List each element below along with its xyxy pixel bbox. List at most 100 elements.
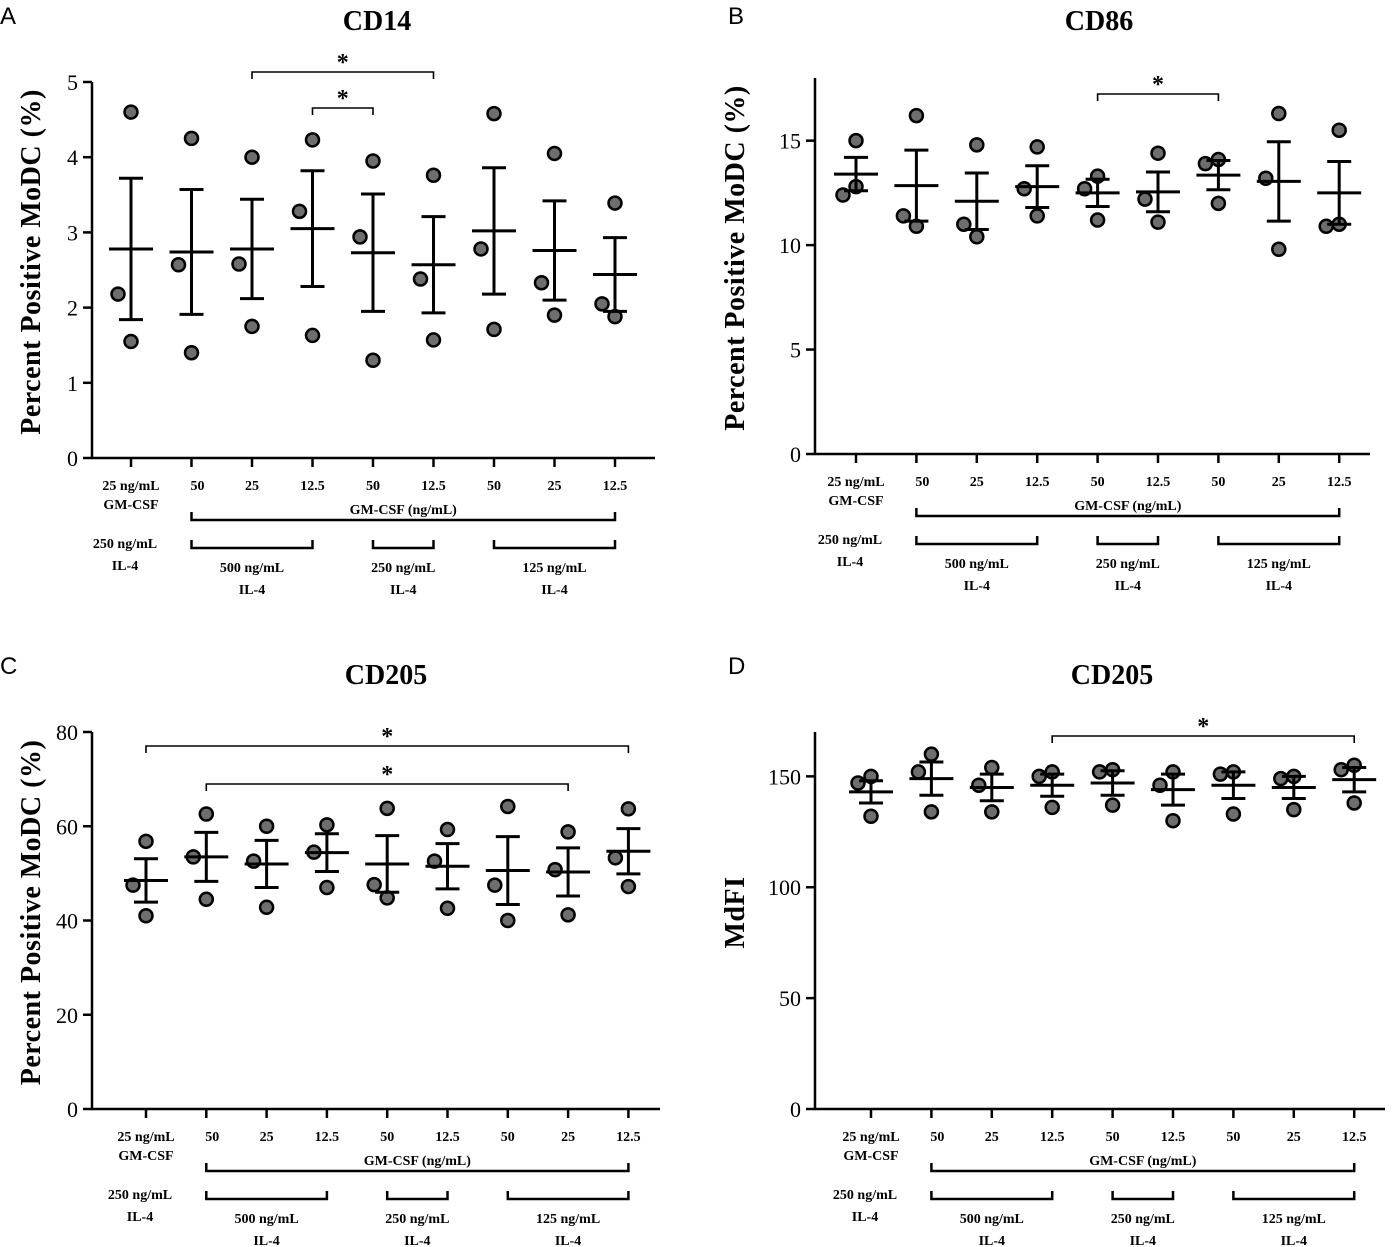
data-point <box>533 275 550 291</box>
x-tick-label: 12.5 <box>603 479 628 494</box>
y-axis-label: MdFI <box>720 877 751 949</box>
il4-group-label: 250 ng/mL <box>1111 1212 1175 1227</box>
data-point <box>908 107 925 124</box>
data-point <box>291 203 308 220</box>
data-point <box>245 853 262 869</box>
y-tick-label: 50 <box>779 986 801 1011</box>
x-tick-label: GM-CSF <box>103 498 158 513</box>
il4-group-label: IL-4 <box>1266 579 1292 594</box>
data-point <box>425 167 442 183</box>
panel-letter: D <box>728 653 745 680</box>
data-point <box>594 296 610 312</box>
il4-group-label: IL-4 <box>1115 579 1141 594</box>
y-tick-label: 2 <box>67 296 78 321</box>
data-point <box>352 229 368 245</box>
il4-group-label: 250 ng/mL <box>385 1212 449 1227</box>
x-tick-label: 25 <box>1287 1130 1301 1145</box>
il4-group-label: IL-4 <box>964 579 990 594</box>
data-point <box>183 130 200 147</box>
y-tick-label: 0 <box>67 1097 78 1122</box>
il4-bracket <box>1096 536 1160 546</box>
il4-group-label: 125 ng/mL <box>522 561 586 576</box>
y-tick-label: 5 <box>790 338 801 363</box>
data-point <box>848 132 864 149</box>
x-tick-label: 50 <box>366 479 380 494</box>
x-tick-label: 50 <box>1211 475 1225 490</box>
data-point <box>863 808 879 825</box>
data-point <box>1016 180 1032 197</box>
significance-bracket <box>251 71 435 79</box>
il4-group-label: 500 ng/mL <box>945 557 1009 572</box>
data-point <box>1029 208 1045 224</box>
significance-label: * <box>1197 714 1209 740</box>
data-point <box>1104 797 1121 813</box>
il4-group-label: IL-4 <box>239 583 265 598</box>
panel-letter: C <box>0 653 17 680</box>
x-tick-label: 50 <box>501 1130 515 1145</box>
il4-bracket <box>1232 1191 1356 1201</box>
data-point <box>412 271 429 287</box>
il4-bracket <box>506 1191 630 1201</box>
significance-bracket <box>1051 735 1355 743</box>
y-tick-label: 1 <box>67 371 78 396</box>
x-tick-label: 50 <box>205 1130 219 1145</box>
data-point <box>560 824 576 840</box>
data-point <box>319 817 335 833</box>
data-point <box>923 804 940 820</box>
x-tick-label: 50 <box>1106 1130 1120 1145</box>
x-tick-label: 12.5 <box>1025 475 1050 490</box>
x-tick-label: 25 ng/mL <box>117 1130 174 1145</box>
data-point <box>138 833 154 850</box>
significance-label: * <box>337 50 349 76</box>
data-point <box>231 256 247 272</box>
y-tick-label: 15 <box>779 129 801 154</box>
gmcsf-bracket <box>930 1163 1356 1173</box>
data-point <box>110 286 126 302</box>
x-tick-label: GM-CSF <box>118 1149 173 1164</box>
data-point <box>425 332 442 348</box>
data-point <box>198 806 215 822</box>
data-point <box>170 256 187 273</box>
data-point <box>984 804 1000 820</box>
data-point <box>198 891 215 908</box>
gmcsf-bracket <box>205 1163 630 1173</box>
il4-group-label: IL-4 <box>541 583 567 598</box>
il4-group-label: 500 ng/mL <box>235 1212 299 1227</box>
data-point <box>486 105 502 122</box>
il4-control-label: IL-4 <box>837 555 863 570</box>
data-point <box>546 307 563 323</box>
il4-group-label: IL-4 <box>979 1234 1005 1247</box>
data-point <box>486 321 502 338</box>
y-tick-label: 60 <box>56 814 78 839</box>
chart-title: CD205 <box>1071 660 1153 691</box>
panel-a: A CD14 Percent Positive MoDC (%) 0 1 2 3 4 5 25 n… <box>0 3 655 598</box>
gmcsf-bracket <box>190 512 617 522</box>
il4-control-label: IL-4 <box>112 559 138 574</box>
data-point <box>895 208 912 224</box>
y-tick-label: 0 <box>790 442 801 467</box>
x-tick-label: 12.5 <box>315 1130 340 1145</box>
gmcsf-bracket-label: GM-CSF (ng/mL) <box>1089 1154 1197 1169</box>
il4-group-label: IL-4 <box>555 1234 581 1247</box>
panel-letter: B <box>728 3 744 30</box>
x-tick-label: 12.5 <box>1146 475 1171 490</box>
data-point <box>244 149 260 165</box>
data-point <box>971 777 987 793</box>
il4-group-label: IL-4 <box>390 583 416 598</box>
data-point <box>1210 195 1227 212</box>
y-axis-label: Percent Positive MoDC (%) <box>16 89 47 435</box>
il4-group-label: IL-4 <box>253 1234 279 1247</box>
x-tick-label: 12.5 <box>1342 1130 1367 1145</box>
il4-bracket <box>190 540 314 550</box>
panel-b: B CD86 Percent Positive MoDC (%) 0 5 10 15 25 n… <box>720 3 1370 594</box>
il4-control-label: 250 ng/mL <box>93 537 157 552</box>
il4-group-label: IL-4 <box>1281 1234 1307 1247</box>
significance-bracket <box>205 783 569 791</box>
data-point <box>850 775 866 791</box>
panel-letter: A <box>0 3 16 30</box>
x-tick-label: 50 <box>191 479 205 494</box>
x-tick-label: 12.5 <box>1327 475 1352 490</box>
x-tick-label: 50 <box>915 475 929 490</box>
y-tick-label: 10 <box>779 233 801 258</box>
significance-label: * <box>381 762 393 788</box>
